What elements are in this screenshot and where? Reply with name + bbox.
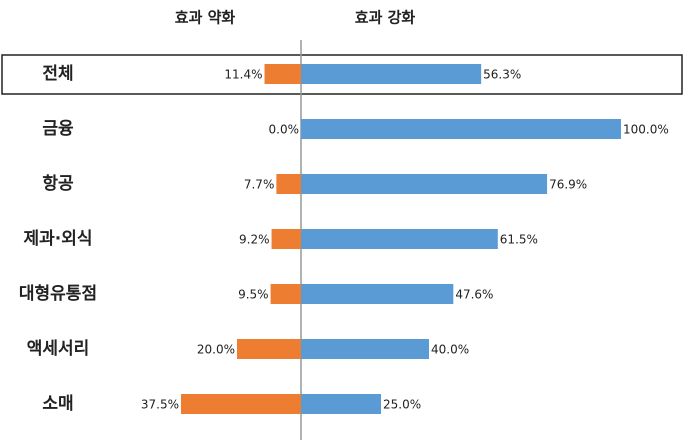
bar-weaken [271, 229, 301, 249]
bar-strengthen [301, 229, 498, 249]
value-label: 61.5% [500, 233, 538, 247]
value-label: 0.0% [269, 123, 300, 137]
bar-strengthen [301, 394, 381, 414]
category-label: 항공 [42, 173, 74, 194]
bar-weaken [237, 339, 301, 359]
value-label: 9.2% [239, 233, 270, 247]
bar-weaken [181, 394, 301, 414]
category-label: 대형유통점 [19, 283, 97, 304]
bar-strengthen [301, 64, 482, 84]
value-label: 37.5% [141, 398, 179, 412]
legend-right: 효과 강화 [355, 9, 416, 27]
bar-weaken [276, 174, 301, 194]
bar-strengthen [301, 174, 548, 194]
category-label: 전체 [42, 64, 73, 84]
bar-strengthen [301, 284, 454, 304]
value-label: 76.9% [549, 178, 587, 192]
value-label: 25.0% [383, 398, 421, 412]
highlight-box [1, 54, 683, 95]
value-label: 40.0% [431, 343, 469, 357]
category-label: 금융 [42, 119, 74, 139]
value-label: 47.6% [455, 288, 493, 302]
category-label: 제과·외식 [23, 229, 92, 249]
legend-left: 효과 약화 [175, 9, 236, 27]
value-label: 9.5% [238, 288, 269, 302]
category-label: 소매 [42, 394, 73, 414]
value-label: 11.4% [224, 68, 262, 82]
bar-weaken [264, 64, 301, 84]
bar-strengthen [301, 339, 429, 359]
bar-strengthen [301, 119, 621, 139]
bar-weaken [270, 284, 301, 304]
category-label: 액세서리 [27, 339, 90, 359]
value-label: 100.0% [623, 123, 669, 137]
value-label: 20.0% [197, 343, 235, 357]
value-label: 56.3% [483, 68, 521, 82]
value-label: 7.7% [244, 178, 275, 192]
